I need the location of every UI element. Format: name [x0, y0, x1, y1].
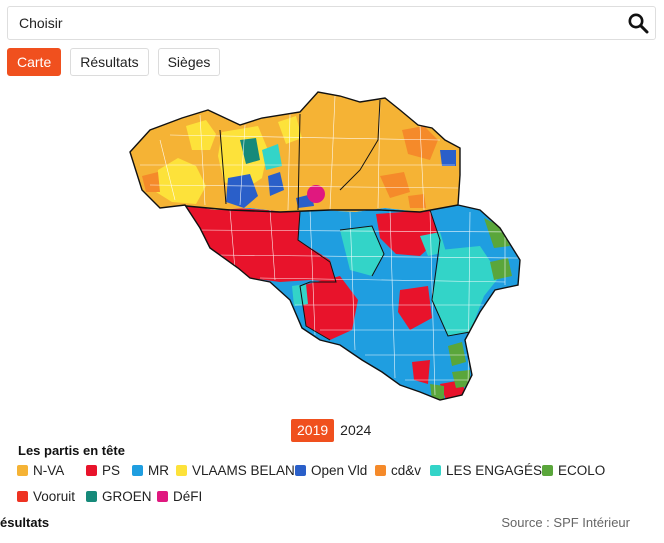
swatch-vb: [176, 465, 187, 476]
swatch-vooruit: [17, 491, 28, 502]
region-brussels[interactable]: [307, 185, 325, 203]
tab-resultats[interactable]: Résultats: [70, 48, 149, 76]
search-bar[interactable]: [7, 6, 656, 40]
search-input[interactable]: [8, 7, 619, 39]
swatch-ecolo: [542, 465, 553, 476]
legend-item: GROEN: [86, 489, 152, 504]
legend-item: Vooruit: [17, 489, 75, 504]
legend-item: PS: [86, 463, 120, 478]
legend-item: DéFI: [157, 489, 202, 504]
legend-label: PS: [102, 463, 121, 478]
legend-label: DéFI: [173, 489, 203, 504]
legend-label: ECOLO: [558, 463, 606, 478]
region-flanders[interactable]: [130, 92, 460, 212]
swatch-defi: [157, 491, 168, 502]
legend-item: cd&v: [375, 463, 421, 478]
results-link[interactable]: ésultats: [0, 515, 50, 530]
swatch-ps: [86, 465, 97, 476]
swatch-cdv: [375, 465, 386, 476]
legend-label: Vooruit: [33, 489, 76, 504]
legend-item: VLAAMS BELANG: [176, 463, 305, 478]
tab-carte[interactable]: Carte: [7, 48, 62, 76]
legend-title: Les partis en tête: [18, 443, 125, 458]
year-2019[interactable]: 2019: [291, 419, 335, 442]
legend-item: LES ENGAGÉS: [430, 463, 542, 478]
year-2024[interactable]: 2024: [340, 422, 372, 438]
swatch-groen: [86, 491, 97, 502]
belgium-results-map[interactable]: [120, 80, 530, 415]
legend-item: Open Vld: [295, 463, 367, 478]
legend-label: Open Vld: [311, 463, 368, 478]
legend-label: GROEN: [102, 489, 152, 504]
legend-label: cd&v: [391, 463, 422, 478]
source-credit: Source : SPF Intérieur: [501, 515, 630, 530]
view-tabs: Carte Résultats Sièges: [7, 48, 221, 76]
swatch-openvld: [295, 465, 306, 476]
legend-label: MR: [148, 463, 169, 478]
legend-item: ECOLO: [542, 463, 605, 478]
swatch-engages: [430, 465, 441, 476]
legend-label: N-VA: [33, 463, 65, 478]
legend-label: VLAAMS BELANG: [192, 463, 306, 478]
legend-item: MR: [132, 463, 169, 478]
legend-item: N-VA: [17, 463, 64, 478]
tab-sieges[interactable]: Sièges: [157, 48, 221, 76]
swatch-nva: [17, 465, 28, 476]
year-selector: 2019 2024: [291, 419, 377, 442]
swatch-mr: [132, 465, 143, 476]
search-icon[interactable]: [627, 12, 649, 34]
legend-label: LES ENGAGÉS: [446, 463, 543, 478]
